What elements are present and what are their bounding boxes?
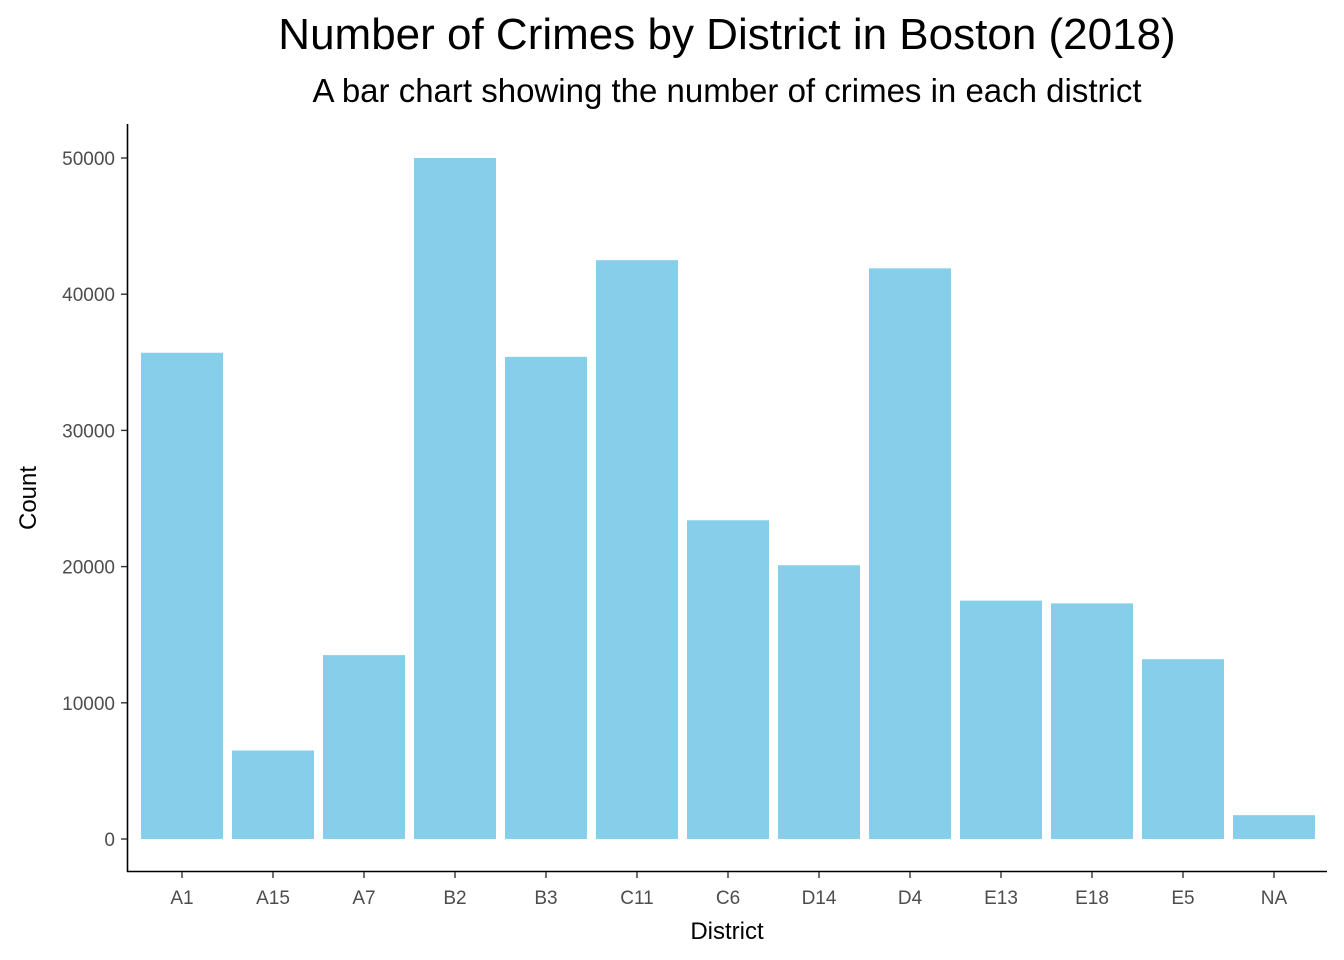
x-tick-label: C11 — [620, 888, 653, 909]
y-tick-label: 0 — [104, 830, 115, 851]
x-tick-label: A15 — [256, 888, 290, 909]
x-tick-label: NA — [1261, 888, 1288, 909]
bar-c11 — [596, 260, 678, 839]
x-axis-title: District — [690, 918, 764, 945]
y-tick-label: 50000 — [62, 149, 115, 170]
bar-c6 — [687, 520, 769, 839]
axes-layer — [126, 124, 1327, 873]
bar-na — [1233, 815, 1315, 839]
x-tick-label: D14 — [802, 888, 837, 909]
bar-b2 — [414, 158, 496, 839]
x-tick-label: E13 — [984, 888, 1018, 909]
x-tick-label: A1 — [170, 888, 193, 909]
y-axis-title: Count — [15, 466, 42, 530]
bar-e18 — [1051, 603, 1133, 839]
x-tick-label: C6 — [716, 888, 740, 909]
chart-title: Number of Crimes by District in Boston (… — [278, 10, 1176, 59]
bar-a1 — [141, 352, 223, 839]
x-tick-label: B3 — [534, 888, 557, 909]
x-tick-label: D4 — [898, 888, 923, 909]
y-tick-label: 20000 — [62, 558, 115, 579]
bars-layer — [141, 158, 1315, 839]
bar-a7 — [323, 655, 405, 839]
x-tick-label: E18 — [1075, 888, 1109, 909]
x-tick-label: B2 — [443, 888, 466, 909]
bar-a15 — [232, 750, 314, 839]
bar-e13 — [960, 600, 1042, 839]
bar-e5 — [1142, 659, 1224, 839]
y-tick-label: 30000 — [62, 421, 115, 442]
bar-d4 — [869, 268, 951, 839]
x-tick-label: A7 — [352, 888, 375, 909]
chart-subtitle: A bar chart showing the number of crimes… — [312, 72, 1142, 109]
y-ticks-layer: 0 10000 20000 30000 40000 50000 — [62, 149, 127, 851]
x-tick-label: E5 — [1171, 888, 1194, 909]
y-tick-label: 10000 — [62, 694, 115, 715]
x-ticks-layer: A1 A15 A7 B2 B3 C11 C6 D14 D4 E13 E18 E5 NA — [170, 872, 1288, 909]
bar-b3 — [505, 356, 587, 839]
y-tick-label: 40000 — [62, 285, 115, 306]
bar-d14 — [778, 565, 860, 839]
